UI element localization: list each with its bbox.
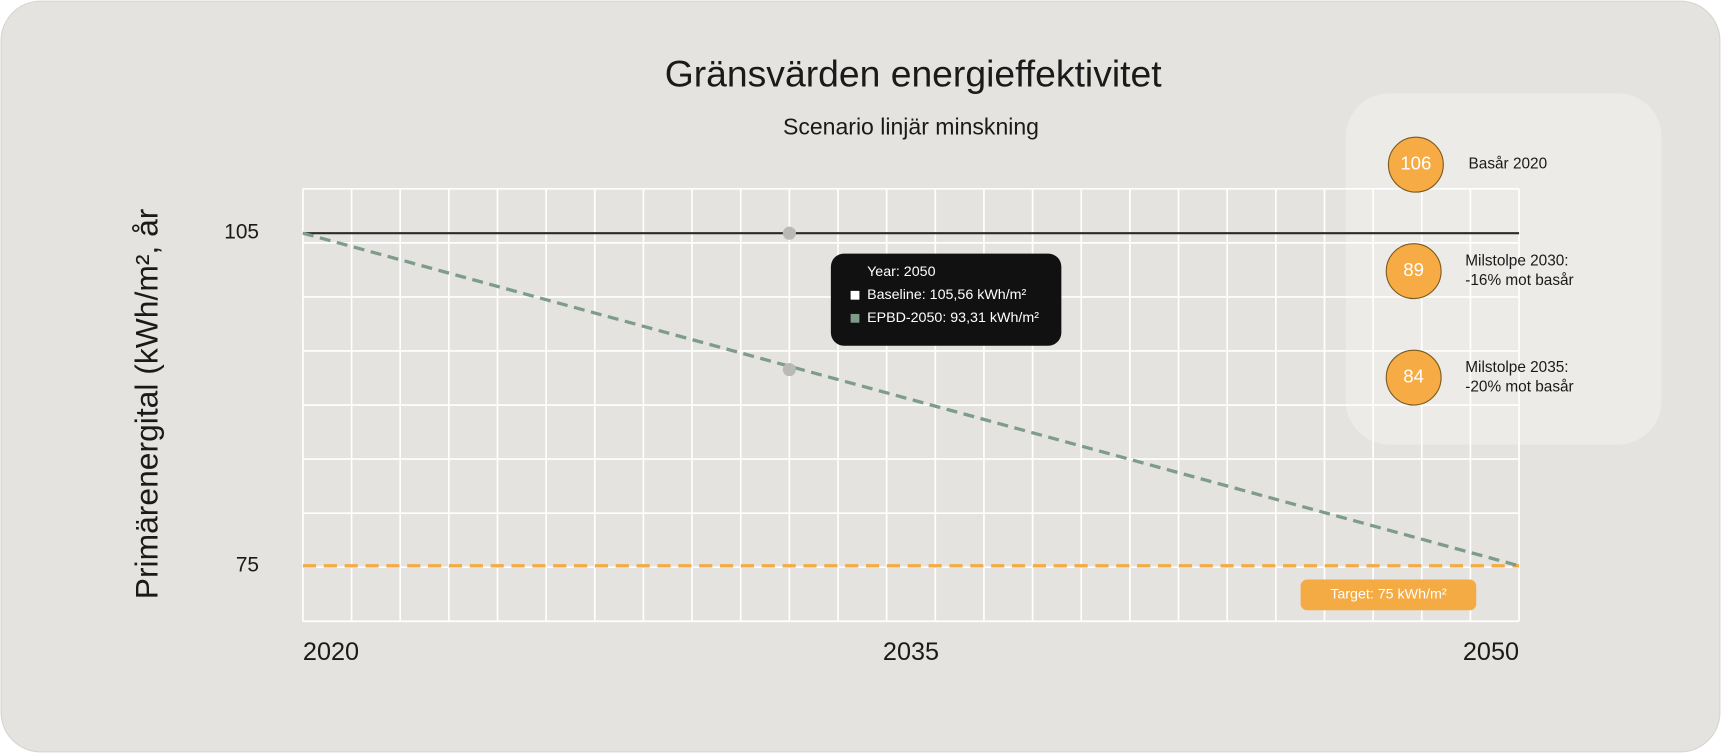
milestone-badge (1387, 136, 1444, 193)
x-tick-label: 2050 (1463, 638, 1519, 666)
x-tick-label: 2020 (303, 638, 359, 666)
chart-title: Gränsvärden energieffektivitet (665, 53, 1163, 95)
milestone-label: Milstolpe 2035: (1465, 359, 1568, 376)
tooltip-box (830, 253, 1062, 346)
tooltip-text: Year: 2050 (867, 264, 935, 280)
chart-subtitle: Scenario linjär minskning (783, 114, 1039, 140)
y-axis-label: Primärenergital (kWh/m², år (129, 208, 165, 599)
target-label: Target: 75 kWh/m² (1330, 587, 1447, 603)
milestone-value: 89 (1403, 259, 1424, 280)
grid (302, 187, 1520, 623)
y-tick-label: 75 (236, 553, 259, 576)
milestone-value: 106 (1400, 153, 1431, 174)
milestone-badge (1385, 349, 1442, 406)
target-label-box (1300, 579, 1477, 611)
milestone-label: Basår 2020 (1469, 156, 1548, 173)
milestone-badge (1385, 243, 1442, 300)
hover-point (782, 226, 796, 240)
y-tick-label: 105 (224, 221, 259, 244)
tooltip-swatch (850, 313, 860, 323)
tooltip-swatch (850, 290, 860, 300)
milestone-value: 84 (1403, 366, 1424, 387)
tooltip-text: EPBD-2050: 93,31 kWh/m² (867, 310, 1039, 326)
milestone-label: -20% mot basår (1465, 379, 1573, 396)
hover-point (782, 362, 796, 377)
tooltip-text: Baseline: 105,56 kWh/m² (867, 287, 1026, 303)
x-tick-label: 2035 (883, 638, 939, 666)
milestone-label: Milstolpe 2030: (1465, 252, 1568, 269)
tooltip: Year: 2050 Baseline: 105,56 kWh/m² EPBD-20… (830, 253, 1062, 346)
milestone-label: -16% mot basår (1465, 272, 1573, 289)
